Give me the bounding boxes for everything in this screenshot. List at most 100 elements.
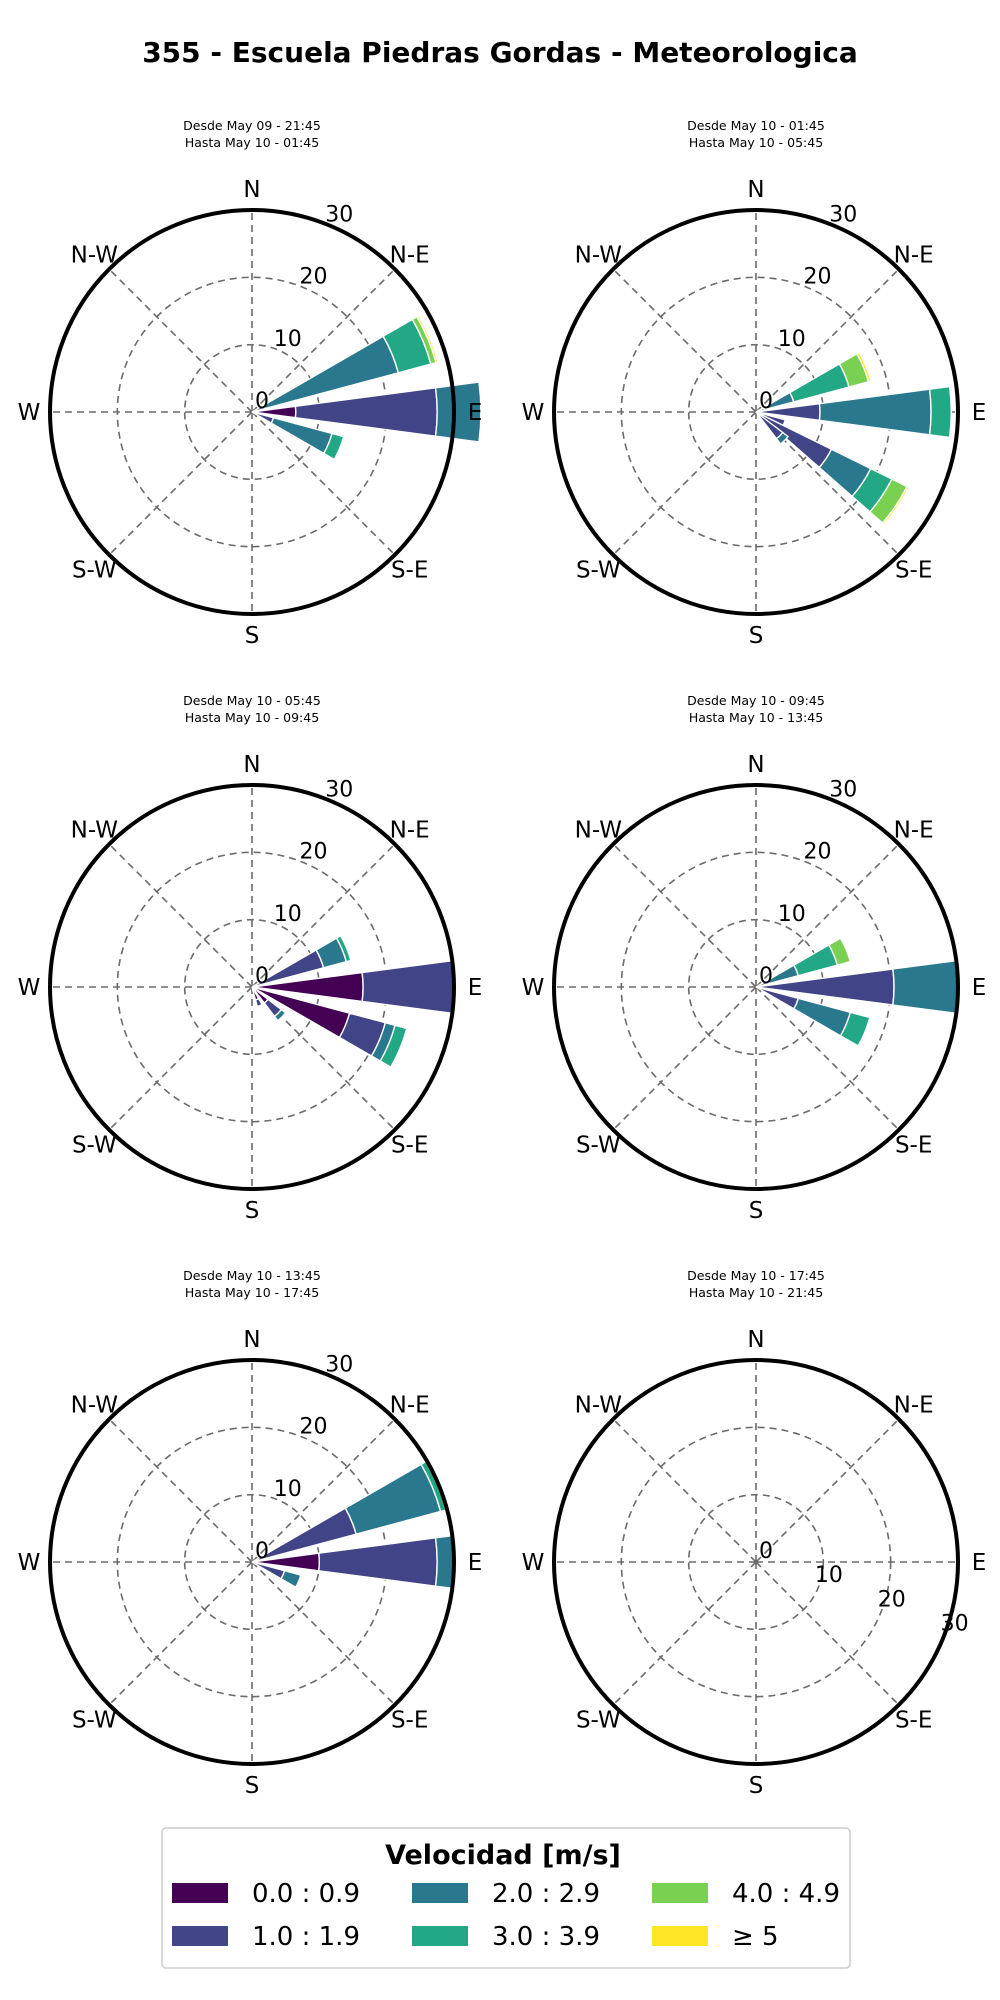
direction-label-w: W: [18, 975, 41, 1001]
wind-bar-segment: [892, 959, 959, 1015]
outer-circle: [552, 1358, 960, 1766]
legend-label: 0.0 : 0.9: [252, 1879, 360, 1909]
grid-spoke: [612, 1418, 757, 1563]
radial-tick-label: 10: [778, 327, 806, 352]
legend: Velocidad [m/s] 0.0 : 0.9 1.0 : 1.9 2.0 : …: [161, 1827, 851, 1969]
radial-tick-label: 0: [255, 389, 269, 414]
grid-spoke: [612, 843, 757, 988]
figure-title: 355 - Escuela Piedras Gordas - Meteorolo…: [142, 36, 858, 69]
grid-spoke: [755, 268, 900, 413]
direction-label-sw: S-W: [576, 558, 621, 584]
legend-swatch: [652, 1883, 708, 1903]
radial-tick-label: 20: [300, 840, 328, 865]
radial-tick-label: 10: [778, 902, 806, 927]
radial-tick-label: 30: [325, 202, 353, 227]
wind-bar-segment: [881, 485, 910, 526]
radial-tick-label: 0: [255, 1539, 269, 1564]
windrose-panel-2: Desde May 10 - 01:45 Hasta May 10 - 05:45…: [522, 118, 987, 649]
grid-spoke: [251, 843, 396, 988]
panel-subtitle: Desde May 10 - 17:45: [687, 1268, 825, 1283]
radial-tick-label: 30: [325, 1352, 353, 1377]
outer-circle: [48, 783, 456, 1191]
direction-label-e: E: [468, 975, 483, 1001]
direction-label-e: E: [972, 975, 987, 1001]
radial-tick-label: 30: [941, 1611, 969, 1636]
direction-label-ne: N-E: [390, 1392, 430, 1418]
windrose-panel-3: Desde May 10 - 05:45 Hasta May 10 - 09:45…: [18, 693, 483, 1224]
wind-bar-segment: [335, 934, 352, 963]
radial-tick-label: 10: [815, 1563, 843, 1588]
direction-label-n: N: [243, 752, 260, 778]
grid-circle: [687, 1493, 825, 1631]
direction-label-w: W: [522, 1550, 545, 1576]
legend-label: 1.0 : 1.9: [252, 1922, 360, 1952]
wind-bar-segment: [379, 1024, 408, 1069]
wind-bar-segment: [254, 997, 264, 1008]
grid-spoke: [755, 843, 900, 988]
radial-tick-label: 0: [759, 1539, 773, 1564]
panel-subtitle: Hasta May 10 - 13:45: [689, 710, 823, 725]
grid-spoke: [251, 411, 396, 556]
legend-title: Velocidad [m/s]: [385, 1840, 621, 1871]
wind-bar-segment: [322, 432, 345, 461]
radial-tick-label: 20: [300, 265, 328, 290]
direction-label-e: E: [468, 1550, 483, 1576]
panel-subtitle: Hasta May 10 - 09:45: [185, 710, 319, 725]
wind-bar-segment: [928, 385, 952, 439]
direction-label-sw: S-W: [72, 1708, 117, 1734]
windrose-panel-5: Desde May 10 - 13:45 Hasta May 10 - 17:45…: [18, 1268, 483, 1799]
wind-bar-segment: [317, 1537, 438, 1587]
legend-swatch: [412, 1926, 468, 1946]
direction-label-sw: S-W: [72, 558, 117, 584]
grid-spoke: [251, 1418, 396, 1563]
grid-spoke: [755, 986, 900, 1131]
direction-label-s: S: [245, 1198, 260, 1224]
radial-tick-label: 30: [829, 777, 857, 802]
windrose-panel-1: Desde May 09 - 21:45 Hasta May 10 - 01:45…: [18, 118, 483, 649]
outer-circle: [552, 783, 960, 1191]
direction-label-se: S-E: [895, 558, 932, 584]
grid-spoke: [108, 986, 253, 1131]
direction-label-s: S: [749, 1198, 764, 1224]
direction-label-ne: N-E: [894, 817, 934, 843]
direction-label-w: W: [522, 975, 545, 1001]
direction-label-nw: N-W: [575, 1392, 622, 1418]
radial-tick-label: 20: [878, 1587, 906, 1612]
radial-tick-label: 0: [759, 389, 773, 414]
wind-bar-segment: [792, 997, 852, 1037]
radial-tick-label: 0: [759, 964, 773, 989]
direction-label-n: N: [747, 1327, 764, 1353]
direction-label-e: E: [972, 400, 987, 426]
grid-spoke: [251, 1561, 396, 1706]
direction-label-n: N: [243, 1327, 260, 1353]
wind-bar-segment: [827, 937, 852, 967]
wind-bar-segment: [416, 314, 439, 364]
legend-swatch: [172, 1926, 228, 1946]
legend-label: 4.0 : 4.9: [732, 1879, 840, 1909]
direction-label-e: E: [972, 1550, 987, 1576]
direction-label-w: W: [522, 400, 545, 426]
panel-subtitle: Desde May 10 - 09:45: [687, 693, 825, 708]
wind-bar-segment: [855, 351, 872, 383]
grid-spoke: [251, 268, 396, 413]
outer-circle: [48, 208, 456, 616]
grid-spoke: [755, 411, 900, 556]
direction-label-ne: N-E: [894, 1392, 934, 1418]
panel-subtitle: Hasta May 10 - 17:45: [185, 1285, 319, 1300]
direction-label-nw: N-W: [71, 242, 118, 268]
windrose-panel-4: Desde May 10 - 09:45 Hasta May 10 - 13:45…: [522, 693, 987, 1224]
outer-circle: [552, 208, 960, 616]
windrose-panel-6: Desde May 10 - 17:45 Hasta May 10 - 21:45…: [522, 1268, 987, 1799]
panel-subtitle: Hasta May 10 - 21:45: [689, 1285, 823, 1300]
direction-label-nw: N-W: [575, 242, 622, 268]
grid-spoke: [755, 1561, 900, 1706]
direction-label-s: S: [749, 623, 764, 649]
direction-label-s: S: [245, 623, 260, 649]
wind-bar-segment: [434, 381, 482, 443]
radial-tick-label: 20: [804, 265, 832, 290]
legend-swatch: [172, 1883, 228, 1903]
radial-tick-label: 10: [274, 1477, 302, 1502]
radial-tick-label: 30: [325, 777, 353, 802]
grid-spoke: [612, 986, 757, 1131]
